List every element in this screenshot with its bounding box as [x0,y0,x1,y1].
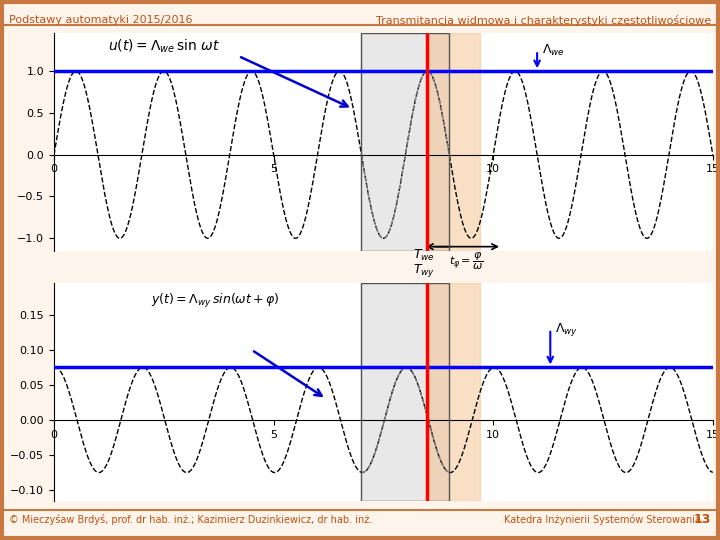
Text: $t_{\varphi} = \dfrac{\varphi}{\omega}$: $t_{\varphi} = \dfrac{\varphi}{\omega}$ [449,251,484,272]
Text: Katedra Inżynierii Systemów Sterowania: Katedra Inżynierii Systemów Sterowania [504,514,701,525]
Text: $T_{wy}$: $T_{wy}$ [413,261,435,279]
Text: 13: 13 [693,513,711,526]
Text: $\Lambda_{wy}$: $\Lambda_{wy}$ [554,321,577,339]
Bar [427,33,480,251]
Text: $u(t)= \Lambda_{we}\,\sin\,\omega t$: $u(t)= \Lambda_{we}\,\sin\,\omega t$ [108,37,220,55]
Bar [361,33,449,251]
Text: $\Lambda_{we}$: $\Lambda_{we}$ [541,43,564,58]
Text: Transmitancja widmowa i charakterystyki częstotliwościowe: Transmitancja widmowa i charakterystyki … [377,15,711,25]
Bar [361,283,449,501]
Text: © Mieczyśaw Brdyś, prof. dr hab. inż.; Kazimierz Duzinkiewicz, dr hab. inż.: © Mieczyśaw Brdyś, prof. dr hab. inż.; K… [9,514,372,525]
Text: $y(t) = \Lambda_{wy}\,sin(\omega t + \varphi)$: $y(t) = \Lambda_{wy}\,sin(\omega t + \va… [150,292,279,310]
Text: $T_{we}$: $T_{we}$ [413,248,434,263]
Bar [361,33,449,251]
Text: Podstawy automatyki 2015/2016: Podstawy automatyki 2015/2016 [9,15,192,25]
Bar [427,283,480,501]
Bar [361,283,449,501]
